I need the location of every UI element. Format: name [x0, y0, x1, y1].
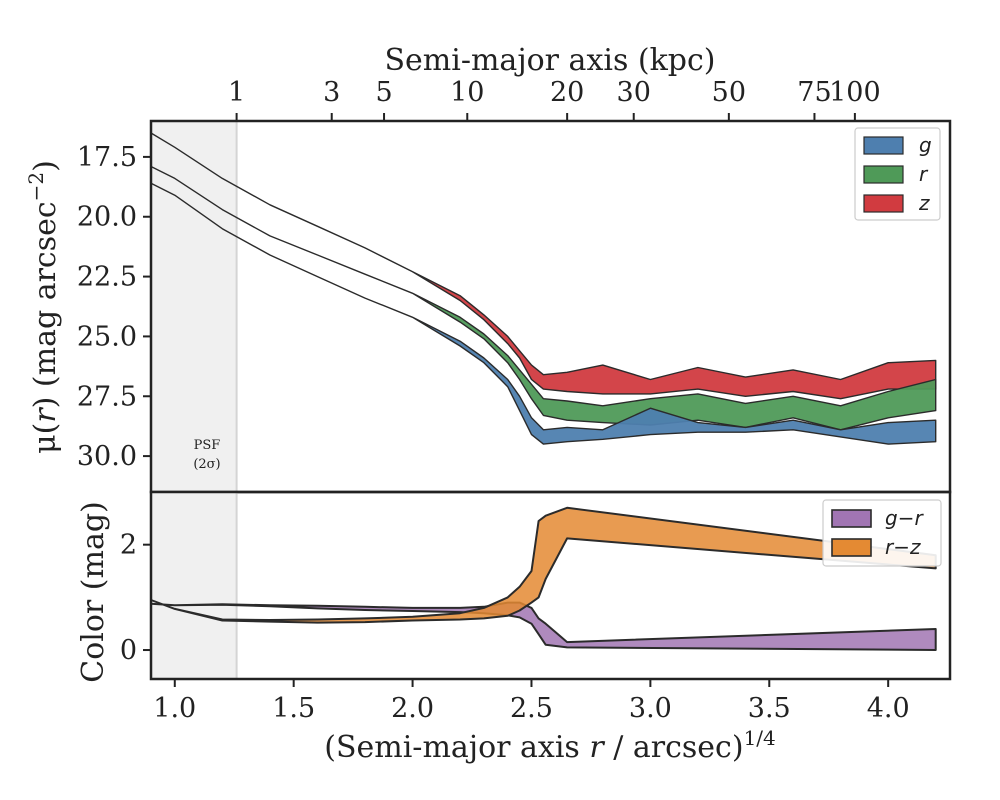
x-tick-label: 4.0 [867, 693, 910, 724]
psf-region-color [151, 492, 237, 679]
band-legend: grz [854, 127, 941, 221]
color-y-tick-label: 2 [120, 530, 137, 561]
surface-brightness-series [150, 132, 937, 445]
color-y-tick-label: 0 [120, 635, 137, 666]
y-tick-label: 27.5 [77, 381, 137, 412]
legend-swatch-z [863, 194, 904, 213]
psf-sigma-label: (2σ) [193, 457, 220, 472]
top-axis-title: Semi-major axis (kpc) [385, 43, 716, 78]
kpc-tick-label: 30 [617, 77, 651, 108]
y-tick-label: 17.5 [77, 142, 137, 173]
surface-brightness-panel: PSF (2σ) 17.5 20.0 22.5 25.0 27.5 30.0 1 3 5 10 2… [77, 77, 952, 494]
bottom-panel-frame [149, 490, 952, 681]
series-band-g [150, 182, 937, 445]
kpc-tick-label: 50 [712, 77, 746, 108]
color-legend-label: g−r [885, 506, 924, 530]
x-tick-label: 2.0 [391, 693, 434, 724]
top-y-axis-title: μ(r) (mag arcsec−2) [24, 160, 63, 454]
color-legend-label: r−z [885, 535, 921, 559]
bottom-x-axis-title: (Semi-major axis r / arcsec)1/4 [324, 726, 776, 765]
legend-swatch-g [863, 136, 904, 155]
psf-label: PSF [194, 438, 221, 453]
kpc-tick-label: 10 [450, 77, 484, 108]
y-tick-label: 22.5 [77, 262, 137, 293]
color-y-axis: 02 [120, 530, 151, 666]
series-band-r [150, 165, 937, 431]
x-tick-label: 3.5 [748, 693, 791, 724]
y-tick-label: 25.0 [77, 321, 137, 352]
color-y-axis-title: Color (mag) [76, 501, 111, 683]
x-tick-label: 1.0 [153, 693, 196, 724]
y-tick-label: 20.0 [77, 202, 137, 233]
color-band-g−r [150, 601, 937, 651]
x-tick-label: 1.5 [272, 693, 315, 724]
kpc-tick-label: 1 [228, 77, 245, 108]
series-band-z [150, 132, 937, 400]
top-y-axis: 17.5 20.0 22.5 25.0 27.5 30.0 [77, 142, 151, 472]
legend-swatch-r [863, 165, 904, 184]
kpc-tick-label: 3 [323, 77, 340, 108]
bottom-x-axis: 1.0 1.5 2.0 2.5 3.0 3.5 4.0 [153, 679, 910, 724]
kpc-tick-label: 100 [829, 77, 881, 108]
color-legend-swatch [831, 509, 872, 528]
kpc-tick-label: 20 [550, 77, 584, 108]
color-panel: 02 1.0 1.5 2.0 2.5 3.0 3.5 4.0 g−rr−z [120, 490, 952, 724]
kpc-tick-label: 5 [375, 77, 392, 108]
legend-label-r: r [919, 162, 929, 186]
color-legend: g−r r−z [822, 499, 942, 567]
legend-label-z: z [918, 191, 930, 215]
y-tick-label: 30.0 [77, 441, 137, 472]
legend-label-g: g [919, 133, 932, 157]
kpc-tick-label: 75 [797, 77, 831, 108]
color-series [150, 506, 937, 651]
x-tick-label: 2.5 [510, 693, 553, 724]
x-tick-label: 3.0 [629, 693, 672, 724]
psf-region [151, 121, 237, 492]
color-legend-swatch [831, 538, 872, 557]
